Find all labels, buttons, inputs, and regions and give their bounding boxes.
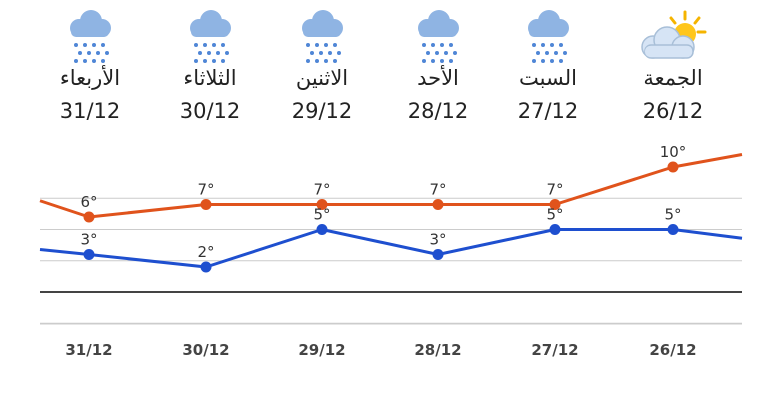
day-column-3: الأحد 28/12 — [383, 8, 493, 122]
day-name: الثلاثاء — [183, 66, 237, 90]
data-label: 3° — [80, 231, 97, 249]
data-point — [316, 199, 328, 210]
data-label: 5° — [664, 206, 681, 224]
day-name: الجمعة — [643, 66, 703, 90]
day-column-5: الثلاثاء 30/12 — [155, 8, 265, 122]
data-label: 7° — [313, 181, 330, 199]
temperature-chart: 10° 7° 7° 7° 7° 6° 5° 5° 3° 5° 2° 3° 26/12 27/12 28/12… — [39, 143, 743, 359]
data-point — [83, 249, 95, 260]
partly-cloudy-icon — [635, 8, 711, 66]
x-tick-label: 26/12 — [649, 341, 696, 359]
data-point — [549, 224, 561, 235]
x-tick-label: 30/12 — [182, 341, 229, 359]
data-point — [83, 211, 95, 223]
rain-cloud-icon — [296, 8, 348, 66]
data-label: 7° — [429, 181, 446, 199]
data-label: 7° — [546, 181, 563, 199]
data-point — [316, 224, 328, 235]
data-point — [432, 199, 444, 210]
x-tick-label: 28/12 — [414, 341, 461, 359]
x-tick-label: 31/12 — [65, 341, 112, 359]
day-date: 29/12 — [291, 99, 353, 123]
data-label: 5° — [546, 206, 563, 224]
rain-cloud-icon — [412, 8, 464, 66]
data-point — [432, 249, 444, 260]
rain-cloud-icon — [64, 8, 116, 66]
data-label: 3° — [429, 231, 446, 249]
data-label: 10° — [660, 143, 687, 161]
day-name: الأربعاء — [59, 66, 121, 90]
day-date: 27/12 — [517, 99, 579, 123]
day-name: الاثنين — [295, 66, 349, 90]
data-point — [667, 224, 679, 235]
rain-cloud-icon — [522, 8, 574, 66]
day-date: 28/12 — [407, 99, 469, 123]
x-tick-label: 29/12 — [298, 341, 345, 359]
day-column-1: الجمعة 26/12 — [618, 8, 728, 122]
data-point — [667, 161, 679, 173]
day-date: 26/12 — [642, 99, 704, 123]
day-date: 31/12 — [59, 99, 121, 123]
data-point — [200, 199, 212, 210]
data-label: 6° — [80, 193, 97, 211]
data-label: 5° — [313, 206, 330, 224]
data-point — [200, 261, 212, 273]
data-label: 7° — [197, 181, 214, 199]
day-name: السبت — [519, 66, 577, 90]
data-label: 2° — [197, 243, 214, 261]
day-name: الأحد — [417, 66, 459, 90]
day-column-6: الأربعاء 31/12 — [35, 8, 145, 122]
series-line — [39, 153, 743, 219]
rain-cloud-icon — [184, 8, 236, 66]
day-column-4: الاثنين 29/12 — [267, 8, 377, 122]
data-point — [549, 199, 561, 210]
day-column-2: السبت 27/12 — [493, 8, 603, 122]
series-line — [39, 228, 743, 269]
x-tick-label: 27/12 — [531, 341, 578, 359]
day-date: 30/12 — [179, 99, 241, 123]
